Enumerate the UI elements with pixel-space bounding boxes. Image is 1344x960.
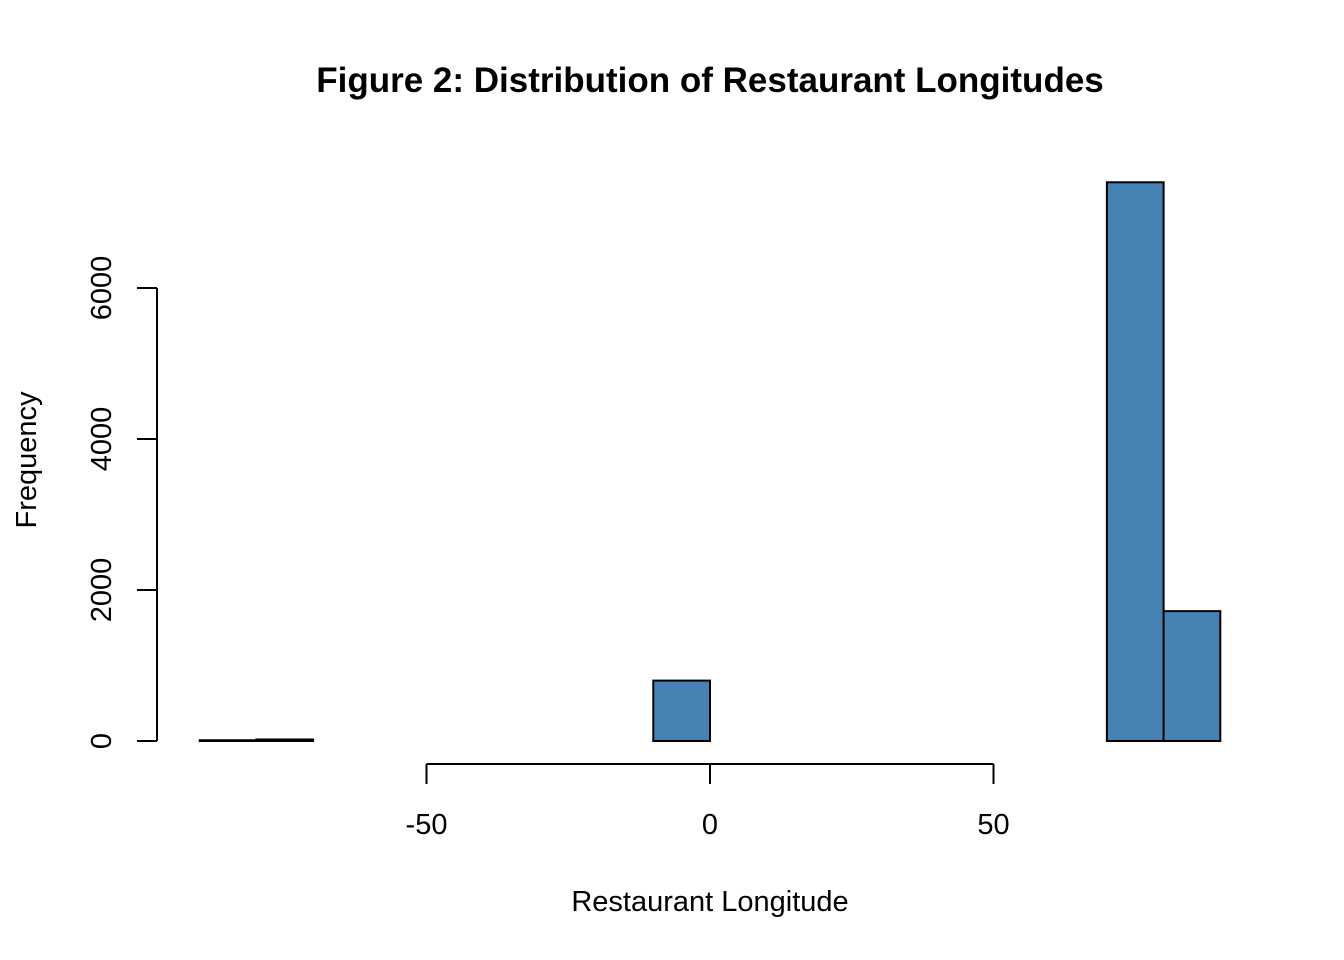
x-tick-label: -50 [406,809,448,841]
histogram-bar [198,739,258,742]
histogram-bar [1105,181,1165,743]
histogram-bar [255,738,315,742]
x-tick-label: 50 [977,809,1009,841]
y-tick-label: 4000 [86,407,118,472]
histogram-bar [652,679,711,742]
histogram-bar [1162,610,1222,743]
y-axis: 0 2000 4000 6000 [86,256,158,749]
x-tick-label: 0 [702,809,718,841]
y-tick-label: 0 [86,733,118,749]
y-tick-label: 2000 [86,558,118,623]
x-axis-label: Restaurant Longitude [571,886,848,918]
x-axis: -50 0 50 [406,763,1010,841]
chart-title: Figure 2: Distribution of Restaurant Lon… [316,61,1104,100]
y-axis-label: Frequency [11,391,43,529]
y-tick-label: 6000 [86,256,118,321]
bars-group [198,181,1222,743]
